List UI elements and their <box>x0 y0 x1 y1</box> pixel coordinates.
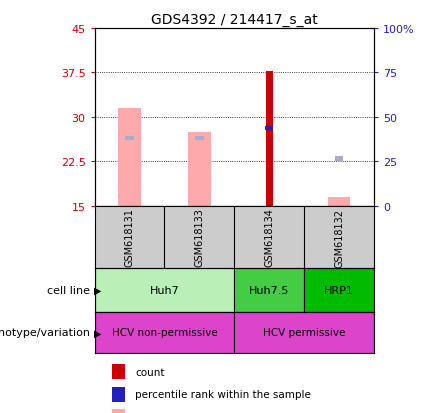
Text: GSM618133: GSM618133 <box>194 208 204 267</box>
Text: HCV permissive: HCV permissive <box>263 328 345 337</box>
Bar <box>265 126 273 131</box>
Text: value, Detection Call = ABSENT: value, Detection Call = ABSENT <box>135 412 301 413</box>
Bar <box>335 157 343 161</box>
Text: HRP1: HRP1 <box>324 285 354 295</box>
Text: GSM618134: GSM618134 <box>264 208 274 267</box>
Text: percentile rank within the sample: percentile rank within the sample <box>135 389 311 399</box>
Text: Huh7.5: Huh7.5 <box>249 285 289 295</box>
Text: ▶: ▶ <box>94 285 101 295</box>
Bar <box>328 197 350 206</box>
Text: GSM618132: GSM618132 <box>334 208 344 267</box>
Bar <box>126 136 134 140</box>
Bar <box>266 71 273 206</box>
Bar <box>234 312 374 353</box>
Bar <box>188 133 211 206</box>
Text: HCV non-permissive: HCV non-permissive <box>112 328 217 337</box>
Bar <box>118 109 141 206</box>
Bar <box>234 268 304 312</box>
Text: Huh7: Huh7 <box>150 285 179 295</box>
Bar <box>95 268 234 312</box>
Bar <box>195 136 204 140</box>
Text: genotype/variation: genotype/variation <box>0 328 90 337</box>
Text: GSM618131: GSM618131 <box>125 208 135 267</box>
Text: cell line: cell line <box>47 285 90 295</box>
Title: GDS4392 / 214417_s_at: GDS4392 / 214417_s_at <box>151 12 318 26</box>
Bar <box>304 268 374 312</box>
Text: ▶: ▶ <box>94 328 101 337</box>
Text: count: count <box>135 367 165 377</box>
Bar <box>95 312 234 353</box>
